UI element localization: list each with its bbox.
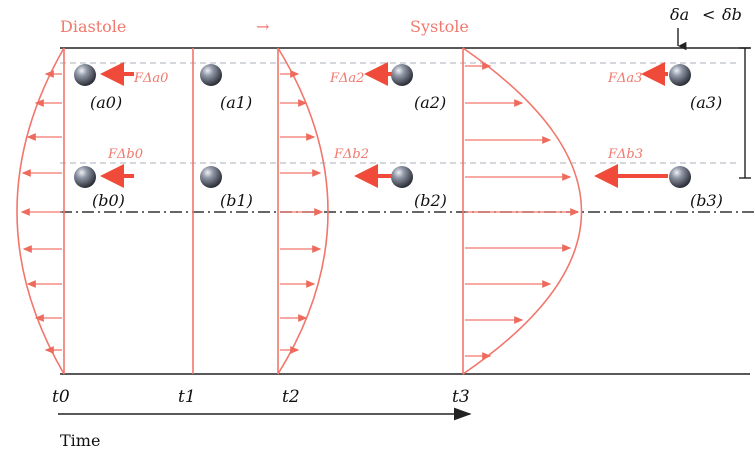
label-a1: (a1) [220, 93, 252, 112]
particle-a3 [669, 64, 691, 86]
force-label-b2: FΔb2 [333, 147, 369, 162]
profile-t3-curve [462, 47, 583, 375]
force-label-a0: FΔa0 [133, 71, 168, 86]
delta-b: δb [722, 5, 742, 24]
time-ticks: t0 t1 t2 t3 [52, 387, 470, 407]
label-b0: (b0) [92, 191, 125, 210]
header-diastole: Diastole [60, 17, 126, 36]
particle-b0 [74, 166, 96, 188]
tick-t2: t2 [282, 387, 300, 407]
force-labels: FΔa0 FΔb0 FΔa2 FΔb2 FΔa3 FΔb3 [107, 71, 643, 162]
particle-b2 [391, 166, 413, 188]
particle-b3 [669, 166, 691, 188]
tick-t3: t3 [452, 387, 470, 407]
force-arrows [100, 62, 668, 188]
particle-b1 [200, 166, 222, 188]
tick-t0: t0 [52, 387, 70, 407]
profile-t2 [277, 47, 329, 375]
label-b2: (b2) [414, 191, 447, 210]
label-b3: (b3) [690, 191, 723, 210]
label-a0: (a0) [90, 93, 122, 112]
delta-a: δa [670, 5, 689, 24]
force-label-b3: FΔb3 [607, 147, 643, 162]
header-systole: Systole [410, 17, 469, 36]
tick-t1: t1 [178, 387, 196, 407]
profile-t3 [462, 47, 583, 375]
force-label-a3: FΔa3 [607, 71, 642, 86]
particles [74, 64, 691, 188]
time-label: Time [60, 431, 100, 450]
profile-t2-curve [277, 47, 329, 375]
label-a3: (a3) [690, 93, 722, 112]
force-label-b0: FΔb0 [107, 147, 143, 162]
particle-a0 [74, 64, 96, 86]
profile-t0 [16, 47, 65, 375]
delta-inequality: δa < δb [670, 5, 742, 24]
particle-a2 [391, 64, 413, 86]
particle-labels: (a0) (b0) (a1) (b1) (a2) (b2) (a3) (b3) [90, 93, 723, 210]
delta-op: < [702, 5, 715, 24]
profile-t0-curve [16, 47, 65, 375]
header-arrow: → [256, 17, 269, 36]
particle-a1 [200, 64, 222, 86]
label-b1: (b1) [220, 191, 253, 210]
label-a2: (a2) [414, 93, 446, 112]
force-label-a2: FΔa2 [329, 71, 364, 86]
